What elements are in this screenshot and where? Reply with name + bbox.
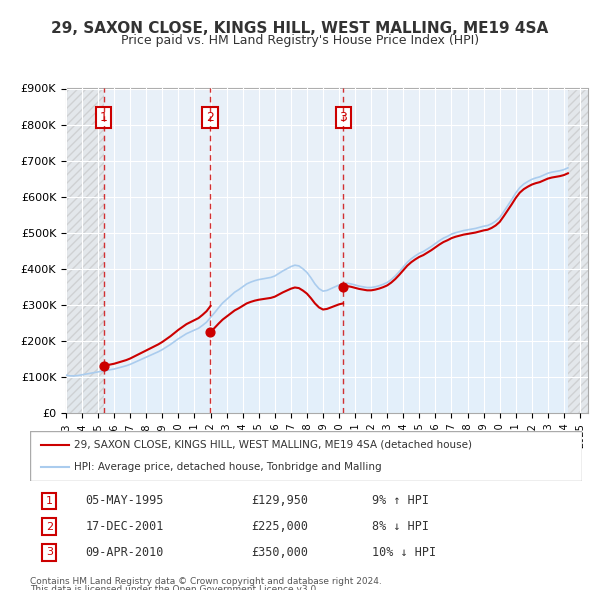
Text: Price paid vs. HM Land Registry's House Price Index (HPI): Price paid vs. HM Land Registry's House … (121, 34, 479, 47)
Text: 9% ↑ HPI: 9% ↑ HPI (372, 494, 429, 507)
Text: 8% ↓ HPI: 8% ↓ HPI (372, 520, 429, 533)
FancyBboxPatch shape (30, 431, 582, 481)
Text: 29, SAXON CLOSE, KINGS HILL, WEST MALLING, ME19 4SA (detached house): 29, SAXON CLOSE, KINGS HILL, WEST MALLIN… (74, 440, 472, 450)
Text: £225,000: £225,000 (251, 520, 308, 533)
Text: 29, SAXON CLOSE, KINGS HILL, WEST MALLING, ME19 4SA: 29, SAXON CLOSE, KINGS HILL, WEST MALLIN… (52, 21, 548, 35)
Text: 10% ↓ HPI: 10% ↓ HPI (372, 546, 436, 559)
Point (205, 327, 215, 336)
Text: £129,950: £129,950 (251, 494, 308, 507)
Text: Contains HM Land Registry data © Crown copyright and database right 2024.: Contains HM Land Registry data © Crown c… (30, 577, 382, 586)
Text: 17-DEC-2001: 17-DEC-2001 (85, 520, 164, 533)
Text: This data is licensed under the Open Government Licence v3.0.: This data is licensed under the Open Gov… (30, 585, 319, 590)
Text: 2: 2 (46, 522, 53, 532)
Text: 1: 1 (46, 496, 53, 506)
Point (338, 282, 348, 291)
Text: 05-MAY-1995: 05-MAY-1995 (85, 494, 164, 507)
Point (99, 362, 109, 371)
Text: 3: 3 (46, 548, 53, 557)
Bar (568, 88, 588, 413)
Text: £350,000: £350,000 (251, 546, 308, 559)
Text: 2: 2 (206, 111, 214, 124)
Text: 1: 1 (100, 111, 107, 124)
Text: 09-APR-2010: 09-APR-2010 (85, 546, 164, 559)
Text: HPI: Average price, detached house, Tonbridge and Malling: HPI: Average price, detached house, Tonb… (74, 462, 382, 472)
Text: 3: 3 (340, 111, 347, 124)
Bar (66, 88, 104, 413)
